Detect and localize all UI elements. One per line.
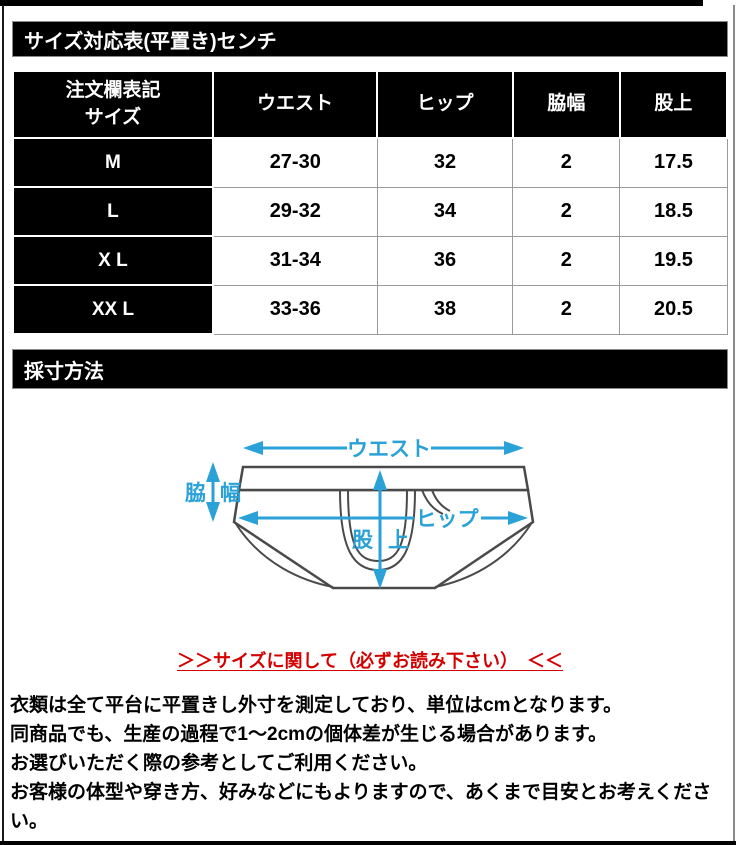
header-order-size-line2: サイズ [84, 106, 142, 128]
rise-label-left: 股 [352, 529, 373, 552]
table-row-m: M 27-30 32 2 17.5 [12, 137, 728, 188]
notice-line: お選びいただく際の参考としてご利用ください。 [10, 753, 428, 774]
rise-label-right: 上 [388, 529, 409, 552]
measurement-title: 採寸方法 [24, 360, 104, 383]
rise-value: 19.5 [619, 235, 728, 286]
right-pouch-seam-1 [421, 489, 444, 515]
size-notice-heading: ＞＞サイズに関して（必ずお読み下さい） ＜＜ [177, 651, 563, 671]
size-label: L [12, 186, 214, 237]
hip-value: 36 [376, 235, 514, 286]
right-pouch-seam-2 [431, 489, 451, 512]
waist-value: 27-30 [212, 137, 378, 188]
waist-arrow [243, 441, 524, 455]
measurement-diagram: ウエスト 脇 幅 ヒップ 股 上 [185, 438, 535, 590]
hip-value: 32 [376, 137, 514, 188]
side-width-label-right: 幅 [220, 482, 241, 505]
rise-arrow [373, 470, 387, 589]
side-width-value: 2 [512, 186, 621, 237]
rise-value: 20.5 [619, 284, 728, 335]
hip-label: ヒップ [416, 508, 480, 531]
size-label: M [12, 137, 214, 188]
rise-value: 18.5 [619, 186, 728, 237]
header-order-size-line1: 注文欄表記 [65, 79, 161, 101]
size-notice-body: 衣類は全て平台に平置きし外寸を測定しており、単位はcmとなります。 同商品でも、… [10, 691, 736, 836]
size-label: XX L [12, 284, 214, 335]
waist-value: 31-34 [212, 235, 378, 286]
table-row-xl: X L 31-34 36 2 19.5 [12, 235, 728, 286]
side-width-value: 2 [512, 137, 621, 188]
right-leg-seam [434, 523, 532, 588]
bottom-frame-strip [0, 841, 736, 845]
size-label: X L [12, 235, 214, 286]
header-rise: 股上 [618, 70, 729, 139]
size-chart-title-bar: サイズ対応表(平置き)センチ [12, 21, 728, 57]
size-table: 注文欄表記 サイズ ウエスト ヒップ 脇幅 股上 M 27-30 32 2 17… [12, 70, 729, 335]
notice-line: 衣類は全て平台に平置きし外寸を測定しており、単位はcmとなります。 [10, 695, 623, 716]
left-leg-seam [235, 523, 334, 588]
left-frame-border [2, 5, 4, 845]
waist-value: 29-32 [212, 186, 378, 237]
right-frame-border [733, 5, 735, 845]
hip-value: 38 [376, 284, 514, 335]
briefs-waistband [237, 465, 530, 492]
rise-value: 17.5 [619, 137, 728, 188]
header-waist: ウエスト [211, 70, 379, 139]
side-width-value: 2 [512, 235, 621, 286]
notice-line: お客様の体型や穿き方、好みなどにもよりますので、あくまで目安とお考えください。 [10, 782, 712, 832]
header-order-size: 注文欄表記 サイズ [12, 70, 214, 139]
measurement-title-bar: 採寸方法 [12, 349, 728, 389]
side-width-arrow [206, 462, 220, 522]
table-row-xxl: XX L 33-36 38 2 20.5 [12, 284, 728, 335]
waist-label: ウエスト [347, 438, 431, 461]
hip-value: 34 [376, 186, 514, 237]
crotch-seam-inner [347, 489, 408, 563]
waist-value: 33-36 [212, 284, 378, 335]
header-side-width: 脇幅 [511, 70, 621, 139]
side-width-value: 2 [512, 284, 621, 335]
top-frame-strip [0, 0, 703, 6]
header-hip: ヒップ [376, 70, 514, 139]
side-width-label-left: 脇 [185, 482, 206, 505]
size-chart-title: サイズ対応表(平置き)センチ [24, 30, 277, 53]
size-table-header-row: 注文欄表記 サイズ ウエスト ヒップ 脇幅 股上 [12, 70, 729, 139]
hip-arrow [238, 511, 528, 525]
notice-line: 同商品でも、生産の過程で1～2cmの個体差が生じる場合があります。 [10, 724, 608, 745]
table-row-l: L 29-32 34 2 18.5 [12, 186, 728, 237]
